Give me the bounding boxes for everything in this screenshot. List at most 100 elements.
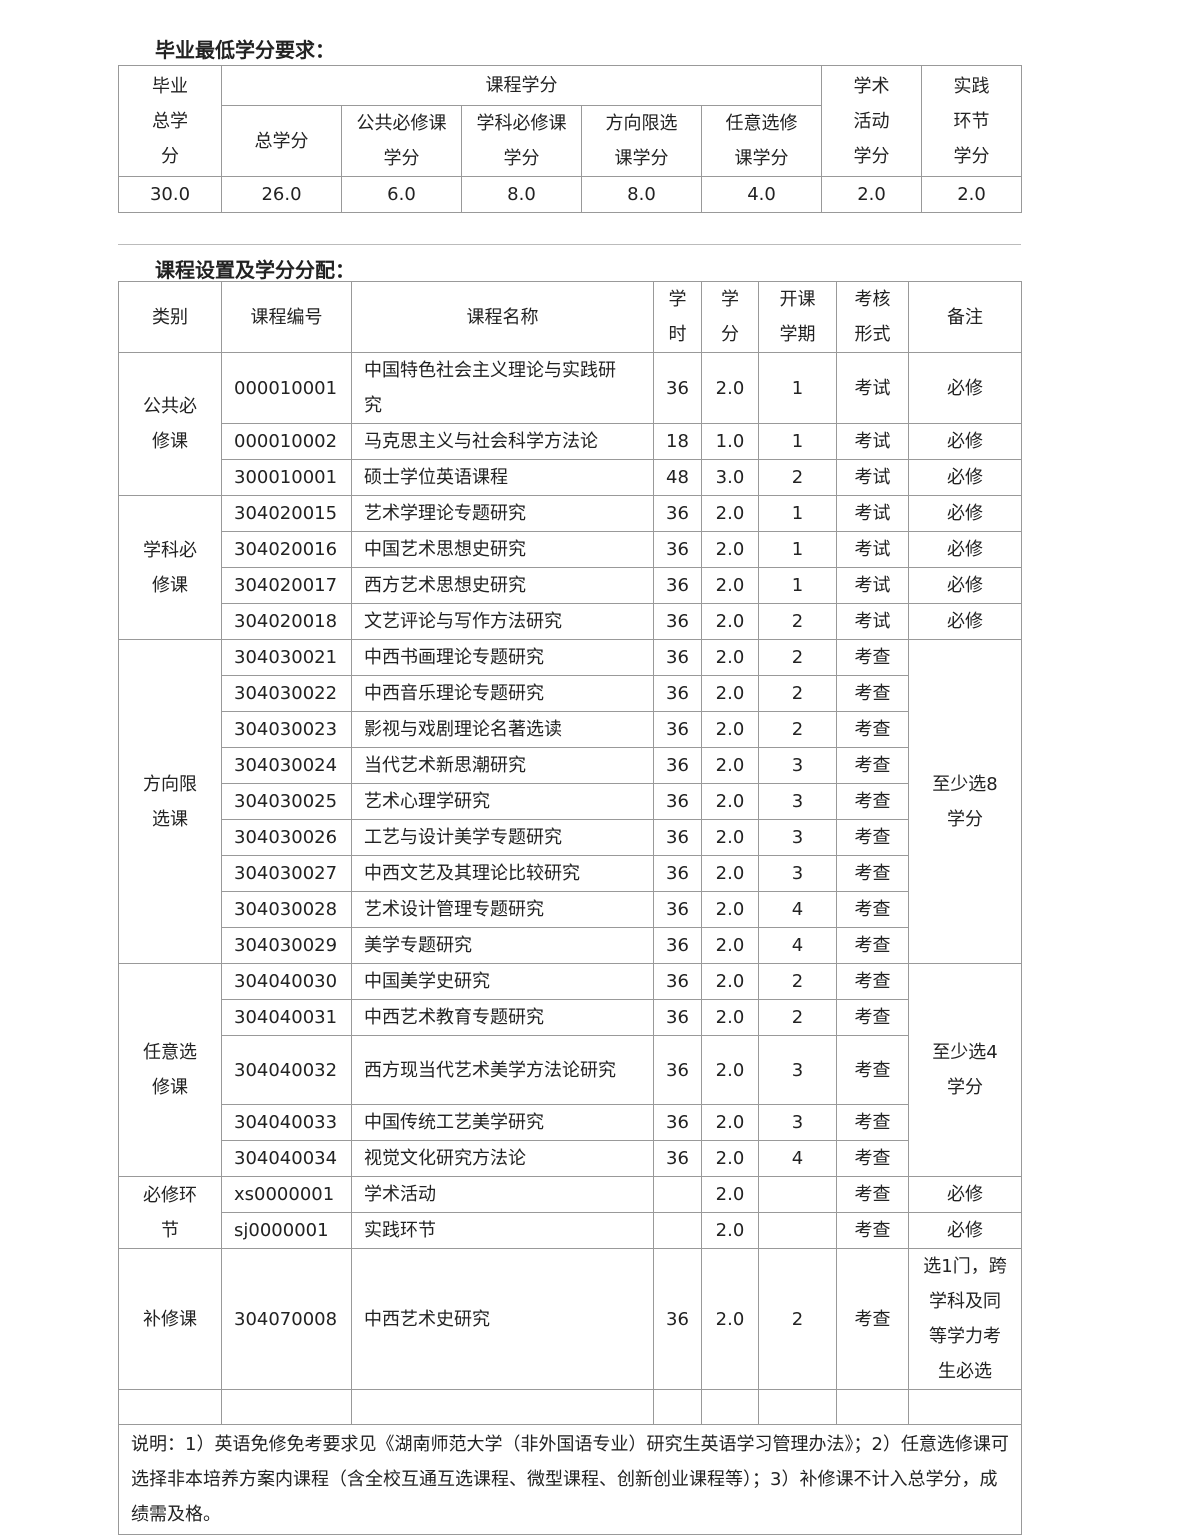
semester: 3 <box>758 819 837 856</box>
course-code: 304020018 <box>221 603 352 640</box>
empty-cell <box>653 1389 702 1425</box>
table-row: 任意选修课 304040030 中国美学史研究 36 2.0 2 考查 至少选4学分 <box>118 963 1022 1177</box>
assessment: 考查 <box>836 783 909 820</box>
remark: 至少选8学分 <box>908 639 1022 964</box>
hours: 36 <box>653 1035 702 1105</box>
remark: 必修 <box>908 603 1022 640</box>
hours: 36 <box>653 963 702 1000</box>
hours: 36 <box>653 352 702 424</box>
course-name: 中国美学史研究 <box>351 963 654 1000</box>
table-row: 304030026 工艺与设计美学专题研究 36 2.0 3 考查 <box>119 819 1022 856</box>
course-code: 304040034 <box>221 1140 352 1177</box>
note: 说明：1）英语免修免考要求见《湖南师范大学（非外国语专业）研究生英语学习管理办法… <box>118 1424 1022 1535</box>
credits: 3.0 <box>701 459 759 496</box>
divider <box>118 244 1021 245</box>
hours: 18 <box>653 423 702 460</box>
assessment: 考试 <box>836 423 909 460</box>
table-row: 304030027 中西文艺及其理论比较研究 36 2.0 3 考查 <box>119 855 1022 892</box>
hours: 36 <box>653 1140 702 1177</box>
hours: 36 <box>653 819 702 856</box>
table-row: 304040031 中西艺术教育专题研究 36 2.0 2 考查 <box>119 999 1022 1036</box>
value-cell: 6.0 <box>341 176 462 213</box>
remark: 必修 <box>908 495 1022 532</box>
assessment: 考查 <box>836 1176 909 1213</box>
credits: 2.0 <box>701 747 759 784</box>
course-code: 304030023 <box>221 711 352 748</box>
value-cell: 30.0 <box>118 176 222 213</box>
course-code: 300010001 <box>221 459 352 496</box>
course-name: 中国传统工艺美学研究 <box>351 1104 654 1141</box>
table-row: 000010002 马克思主义与社会科学方法论 18 1.0 1 考试 必修 <box>119 423 1022 460</box>
table-row: 304030022 中西音乐理论专题研究 36 2.0 2 考查 <box>119 675 1022 712</box>
column-header: 类别 <box>118 281 222 353</box>
table-row: 公共必修课 000010001 中国特色社会主义理论与实践研究 36 2.0 1 考试 必修 <box>118 352 1022 496</box>
semester: 4 <box>758 1140 837 1177</box>
course-code: 000010001 <box>221 352 352 424</box>
course-code: 304030025 <box>221 783 352 820</box>
credits: 2.0 <box>701 1248 759 1390</box>
hours: 36 <box>653 495 702 532</box>
category-cell: 学科必修课 <box>118 495 222 640</box>
section-title-course-setup: 课程设置及学分分配： <box>155 258 355 282</box>
course-code: 304030021 <box>221 639 352 676</box>
semester: 1 <box>758 567 837 604</box>
credits: 2.0 <box>701 603 759 640</box>
assessment: 考试 <box>836 531 909 568</box>
course-name: 学术活动 <box>351 1176 654 1213</box>
remark: 必修 <box>908 531 1022 568</box>
assessment: 考查 <box>836 675 909 712</box>
header-academic-credits: 学术活动学分 <box>821 65 923 177</box>
assessment: 考查 <box>836 855 909 892</box>
assessment: 考查 <box>836 1140 909 1177</box>
hours: 36 <box>653 747 702 784</box>
assessment: 考试 <box>836 352 909 424</box>
course-code: 304020015 <box>221 495 352 532</box>
remark: 必修 <box>908 423 1022 460</box>
value-cell: 26.0 <box>221 176 342 213</box>
course-name: 艺术学理论专题研究 <box>351 495 654 532</box>
assessment: 考试 <box>836 603 909 640</box>
semester: 2 <box>758 711 837 748</box>
value-cell: 2.0 <box>821 176 923 213</box>
value-cell: 4.0 <box>700 176 823 213</box>
hours: 36 <box>653 891 702 928</box>
table-row: 补修课 304070008 中西艺术史研究 36 2.0 2 考查 选1门，跨学科及同等学力考… <box>118 1248 1022 1390</box>
semester: 2 <box>758 963 837 1000</box>
semester: 2 <box>758 639 837 676</box>
table-row: 304020018 文艺评论与写作方法研究 36 2.0 2 考试 必修 <box>119 603 1022 640</box>
table-row: 必修环节 xs0000001 学术活动 2.0 考查 必修 <box>118 1176 1022 1249</box>
course-code: sj0000001 <box>221 1212 352 1249</box>
sub-header: 学科必修课学分 <box>461 105 582 177</box>
credits: 2.0 <box>701 531 759 568</box>
course-code: 304030022 <box>221 675 352 712</box>
semester: 1 <box>758 423 837 460</box>
assessment: 考查 <box>836 891 909 928</box>
credits: 2.0 <box>701 963 759 1000</box>
semester: 1 <box>758 495 837 532</box>
course-name: 美学专题研究 <box>351 927 654 964</box>
empty-cell <box>908 1389 1022 1425</box>
course-code: 304040032 <box>221 1035 352 1105</box>
course-name: 工艺与设计美学专题研究 <box>351 819 654 856</box>
credits: 2.0 <box>701 855 759 892</box>
table-row: 304030029 美学专题研究 36 2.0 4 考查 <box>119 927 1022 964</box>
hours <box>653 1176 702 1213</box>
semester <box>758 1212 837 1249</box>
table-row: sj0000001 实践环节 2.0 考查 必修 <box>119 1212 1022 1249</box>
column-header: 课程编号 <box>221 281 352 353</box>
course-code: 304040033 <box>221 1104 352 1141</box>
empty-cell <box>701 1389 759 1425</box>
category-cell: 公共必修课 <box>118 352 222 496</box>
course-code: 304020016 <box>221 531 352 568</box>
remark: 必修 <box>908 567 1022 604</box>
semester: 2 <box>758 999 837 1036</box>
course-code: 304070008 <box>221 1248 352 1390</box>
assessment: 考查 <box>836 1212 909 1249</box>
hours: 36 <box>653 927 702 964</box>
course-name: 中西艺术教育专题研究 <box>351 999 654 1036</box>
hours: 36 <box>653 783 702 820</box>
table-row: 304030025 艺术心理学研究 36 2.0 3 考查 <box>119 783 1022 820</box>
semester: 4 <box>758 891 837 928</box>
remark: 必修 <box>908 1212 1022 1249</box>
semester <box>758 1176 837 1213</box>
